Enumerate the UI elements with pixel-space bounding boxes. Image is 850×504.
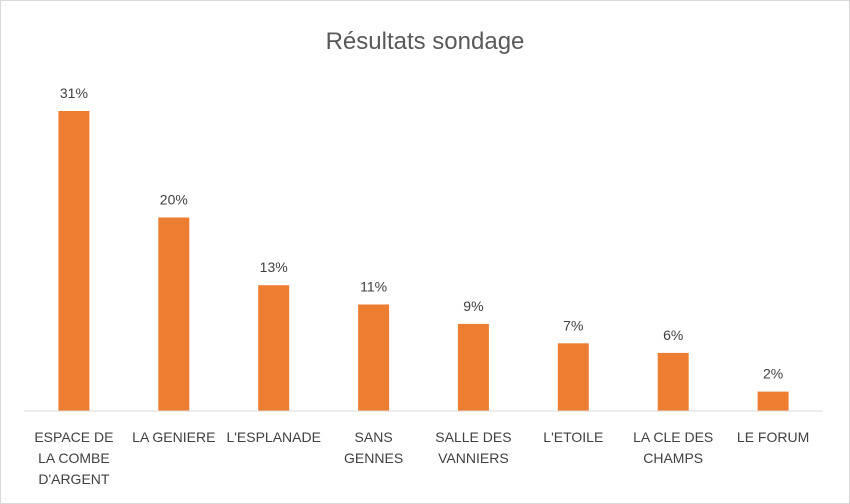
category-label-1: LA GENIERE [132,429,215,445]
category-label-2: L'ESPLANADE [226,429,321,445]
bar-2 [258,285,290,411]
category-label-3: SANS GENNES [344,429,403,466]
bar-1 [158,217,190,411]
bar-3 [358,304,390,411]
category-labels-layer: ESPACE DE LA COMBE D'ARGENT LA GENIERE L'ESP… [34,429,809,487]
value-label-0: 31% [60,85,88,101]
value-label-7: 2% [763,366,783,382]
value-label-2: 13% [260,259,288,275]
bar-5 [557,343,589,411]
bar-7 [757,391,789,411]
category-label-7: LE FORUM [737,429,809,445]
category-label-0: ESPACE DE LA COMBE D'ARGENT [34,429,113,487]
value-label-3: 11% [360,279,387,295]
value-label-6: 6% [663,327,683,343]
value-label-4: 9% [463,298,483,314]
chart-title: Résultats sondage [326,28,525,55]
category-label-5: L'ETOILE [543,429,603,445]
category-label-6: LA CLE DES CHAMPS [633,429,713,466]
bars-layer [58,111,789,411]
bar-0 [58,111,90,411]
value-label-1: 20% [160,192,188,208]
category-label-4: SALLE DES VANNIERS [435,429,511,466]
bar-4 [457,323,489,411]
labels-layer: 31% 20% 13% 11% 9% 7% 6% 2% [60,85,783,382]
value-label-5: 7% [563,317,583,333]
bar-6 [657,352,689,411]
